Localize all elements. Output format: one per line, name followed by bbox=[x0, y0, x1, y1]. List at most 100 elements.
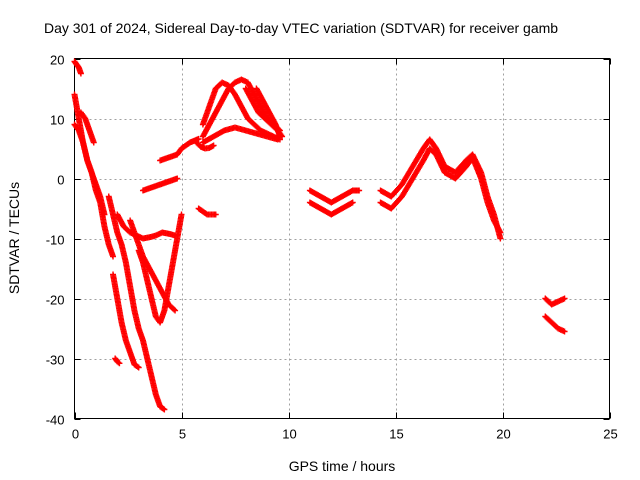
data-point bbox=[408, 166, 415, 173]
series-arc-a bbox=[71, 58, 84, 77]
data-point bbox=[546, 317, 553, 324]
data-point bbox=[259, 113, 266, 120]
data-point bbox=[115, 359, 122, 366]
data-point bbox=[96, 192, 103, 199]
data-point bbox=[105, 240, 112, 247]
series-arc-x bbox=[542, 295, 568, 308]
y-axis-label: SDTVAR / TECUs bbox=[6, 182, 22, 294]
data-point bbox=[178, 212, 185, 219]
series-arc-q bbox=[199, 124, 281, 146]
data-point bbox=[160, 405, 167, 412]
data-point bbox=[159, 405, 166, 411]
data-point bbox=[116, 360, 123, 367]
data-point bbox=[354, 187, 361, 194]
y-tick-label: -20 bbox=[46, 293, 65, 308]
x-tick-label: 25 bbox=[603, 427, 617, 442]
series-arc-h bbox=[114, 211, 179, 242]
data-point bbox=[101, 210, 108, 217]
data-point bbox=[74, 125, 81, 132]
data-point bbox=[205, 104, 212, 111]
data-point bbox=[496, 228, 503, 235]
data-point bbox=[80, 113, 87, 120]
chart-title: Day 301 of 2024, Sidereal Day-to-day VTE… bbox=[44, 20, 558, 36]
data-point bbox=[249, 119, 256, 126]
data-point bbox=[74, 62, 81, 69]
data-series bbox=[71, 58, 568, 413]
series-arc-l bbox=[157, 135, 202, 164]
data-point bbox=[477, 174, 484, 181]
data-point bbox=[276, 132, 283, 139]
data-point bbox=[560, 327, 567, 334]
data-point bbox=[431, 149, 438, 156]
data-point bbox=[176, 147, 183, 154]
data-point bbox=[418, 148, 425, 155]
grid bbox=[74, 58, 610, 419]
series-arc-d bbox=[77, 109, 97, 146]
x-tick-label: 0 bbox=[72, 427, 79, 442]
series-arc-y bbox=[542, 313, 568, 335]
data-point bbox=[418, 160, 425, 167]
data-point bbox=[461, 165, 468, 172]
data-point bbox=[553, 323, 559, 330]
data-point bbox=[229, 81, 236, 88]
data-point bbox=[90, 138, 97, 145]
data-point bbox=[133, 363, 140, 369]
y-axis: -40 -30 -20 -10 0 10 20 bbox=[46, 53, 610, 428]
series-arc-s bbox=[253, 85, 283, 140]
data-point bbox=[125, 227, 131, 234]
data-point bbox=[211, 211, 218, 218]
x-axis-label: GPS time / hours bbox=[289, 458, 396, 474]
series-arc-w bbox=[377, 145, 504, 236]
series-arc-f bbox=[110, 271, 142, 371]
data-point bbox=[230, 89, 237, 96]
series-arc-o bbox=[199, 76, 283, 140]
series-arc-t bbox=[306, 187, 363, 206]
data-point bbox=[109, 252, 116, 259]
series-arc-u bbox=[306, 199, 356, 218]
data-point bbox=[133, 234, 140, 241]
x-tick-label: 15 bbox=[389, 427, 403, 442]
data-point bbox=[560, 296, 567, 303]
series-arc-g bbox=[112, 355, 123, 367]
x-tick-label: 5 bbox=[179, 427, 186, 442]
data-point bbox=[180, 144, 187, 150]
data-point bbox=[408, 178, 415, 185]
data-point bbox=[118, 240, 125, 247]
data-point bbox=[484, 198, 491, 205]
data-point bbox=[171, 306, 178, 313]
data-point bbox=[396, 195, 403, 202]
data-point bbox=[197, 207, 204, 213]
data-point bbox=[266, 119, 273, 126]
data-point bbox=[113, 228, 120, 235]
data-point bbox=[122, 336, 129, 343]
data-point bbox=[202, 210, 209, 216]
data-point bbox=[160, 308, 167, 315]
plot-frame bbox=[74, 58, 610, 419]
series-arc-m bbox=[193, 139, 217, 152]
data-point bbox=[77, 69, 84, 76]
y-tick-label: -10 bbox=[46, 233, 65, 248]
series-arc-p bbox=[199, 79, 283, 143]
data-point bbox=[134, 363, 141, 370]
data-point bbox=[396, 183, 403, 190]
data-point bbox=[184, 141, 191, 147]
series-arc-j bbox=[135, 211, 185, 326]
y-tick-label: -30 bbox=[46, 353, 65, 368]
y-tick-label: 20 bbox=[50, 53, 64, 68]
x-axis: 0 5 10 15 20 25 bbox=[72, 58, 618, 442]
series-arc-k bbox=[139, 175, 181, 194]
data-point bbox=[152, 390, 159, 397]
y-tick-label: -40 bbox=[46, 413, 65, 428]
data-point bbox=[546, 299, 553, 306]
data-point bbox=[273, 136, 280, 143]
y-tick-label: 10 bbox=[50, 113, 64, 128]
data-point bbox=[255, 125, 262, 132]
data-point bbox=[79, 138, 86, 145]
data-point bbox=[195, 141, 202, 148]
data-point bbox=[348, 200, 355, 207]
data-point bbox=[209, 143, 216, 150]
data-point bbox=[84, 156, 91, 163]
x-tick-label: 20 bbox=[496, 427, 510, 442]
data-point bbox=[135, 324, 142, 331]
